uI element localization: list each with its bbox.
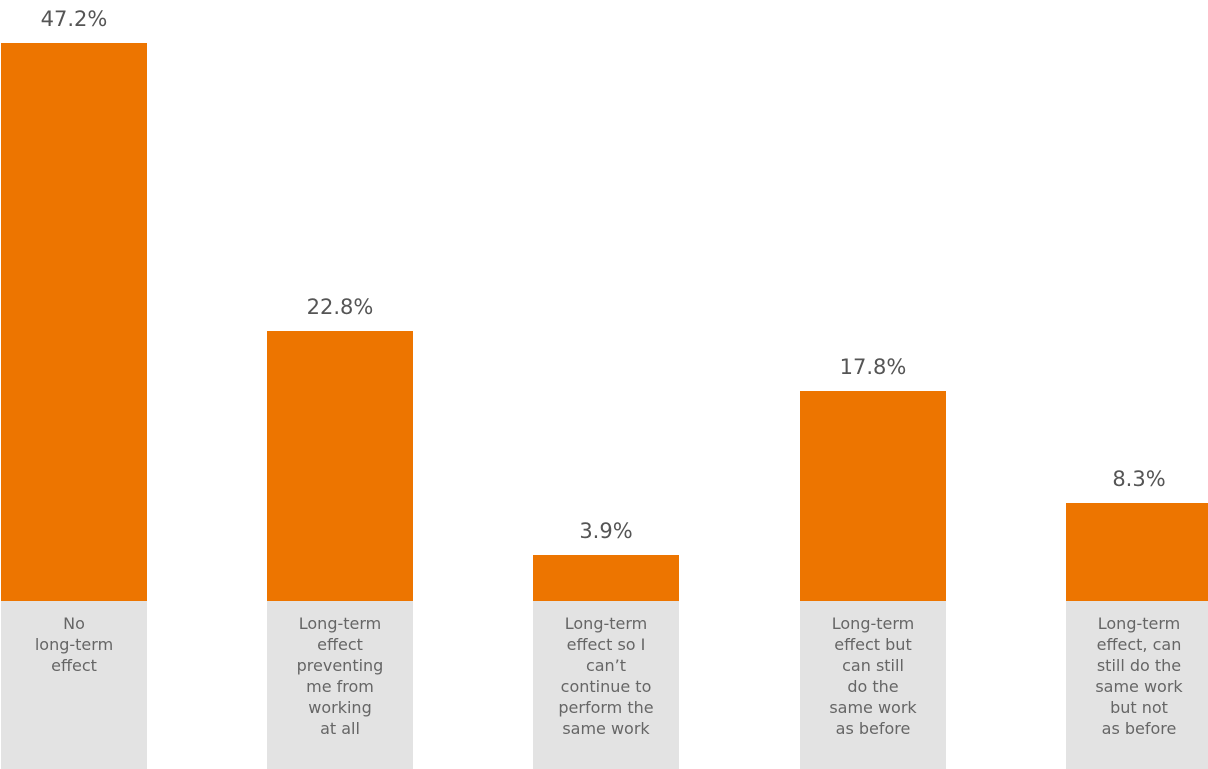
category-box [267,601,413,769]
category-label-line: Long-term [1097,614,1181,633]
category-label-line: as before [1101,719,1177,738]
category-label-line: effect, can [1096,635,1182,654]
category-label-line: No [63,614,85,633]
category-label: Long-term effect but can still do the same w… [800,613,946,739]
bar [267,331,413,601]
category-label: Long-term effect so I can’t continue to perf… [533,613,679,739]
value-label: 17.8% [839,354,907,379]
bar-group: 22.8% Long-term effect preventing me from wor… [267,0,413,769]
category-label-line: effect [317,635,363,654]
category-label-line: working [308,698,372,717]
category-box [1066,601,1208,769]
category-box [1,601,147,769]
bar [533,554,679,601]
category-label-line: same work [562,719,650,738]
bar [800,390,946,601]
value-label: 47.2% [40,7,108,31]
category-label-line: preventing [296,656,384,675]
category-label-line: can still [842,656,904,675]
category-label-line: me from [306,677,374,696]
value-label: 22.8% [306,295,374,320]
category-label-line: effect [51,656,97,675]
category-label-line: can’t [585,656,627,675]
value-label: 3.9% [579,518,633,543]
category-label-line: but not [1110,698,1168,717]
category-label-line: still do the [1096,656,1182,675]
category-box [533,601,679,769]
category-label: Long-term effect preventing me from working a… [267,613,413,739]
bar-group: 8.3% Long-term effect, can still do the same… [1066,0,1208,769]
bar [1066,502,1208,601]
category-label-line: perform the [558,698,654,717]
category-label-line: effect but [834,635,912,654]
category-label: Long-term effect, can still do the same wor… [1066,613,1208,739]
bar-group: 17.8% Long-term effect but can still do the s… [800,0,946,769]
category-label-line: same work [829,698,917,717]
bar-group: 3.9% Long-term effect so I can’t continue to… [533,0,679,769]
category-label-line: Long-term [564,614,648,633]
value-label: 8.3% [1112,466,1166,491]
bar [1,43,147,601]
category-box [800,601,946,769]
category-label-line: do the [847,677,899,696]
category-label-line: same work [1095,677,1183,696]
category-label-line: as before [835,719,911,738]
category-label-line: at all [320,719,360,738]
category-label-line: continue to [560,677,652,696]
bar-group: 47.2% No long-term effect [1,0,147,769]
category-label-line: long-term [34,635,114,654]
category-label-line: Long-term [298,614,382,633]
category-label: No long-term effect [1,613,147,676]
category-label-line: effect so I [566,635,646,654]
category-label-line: Long-term [831,614,915,633]
